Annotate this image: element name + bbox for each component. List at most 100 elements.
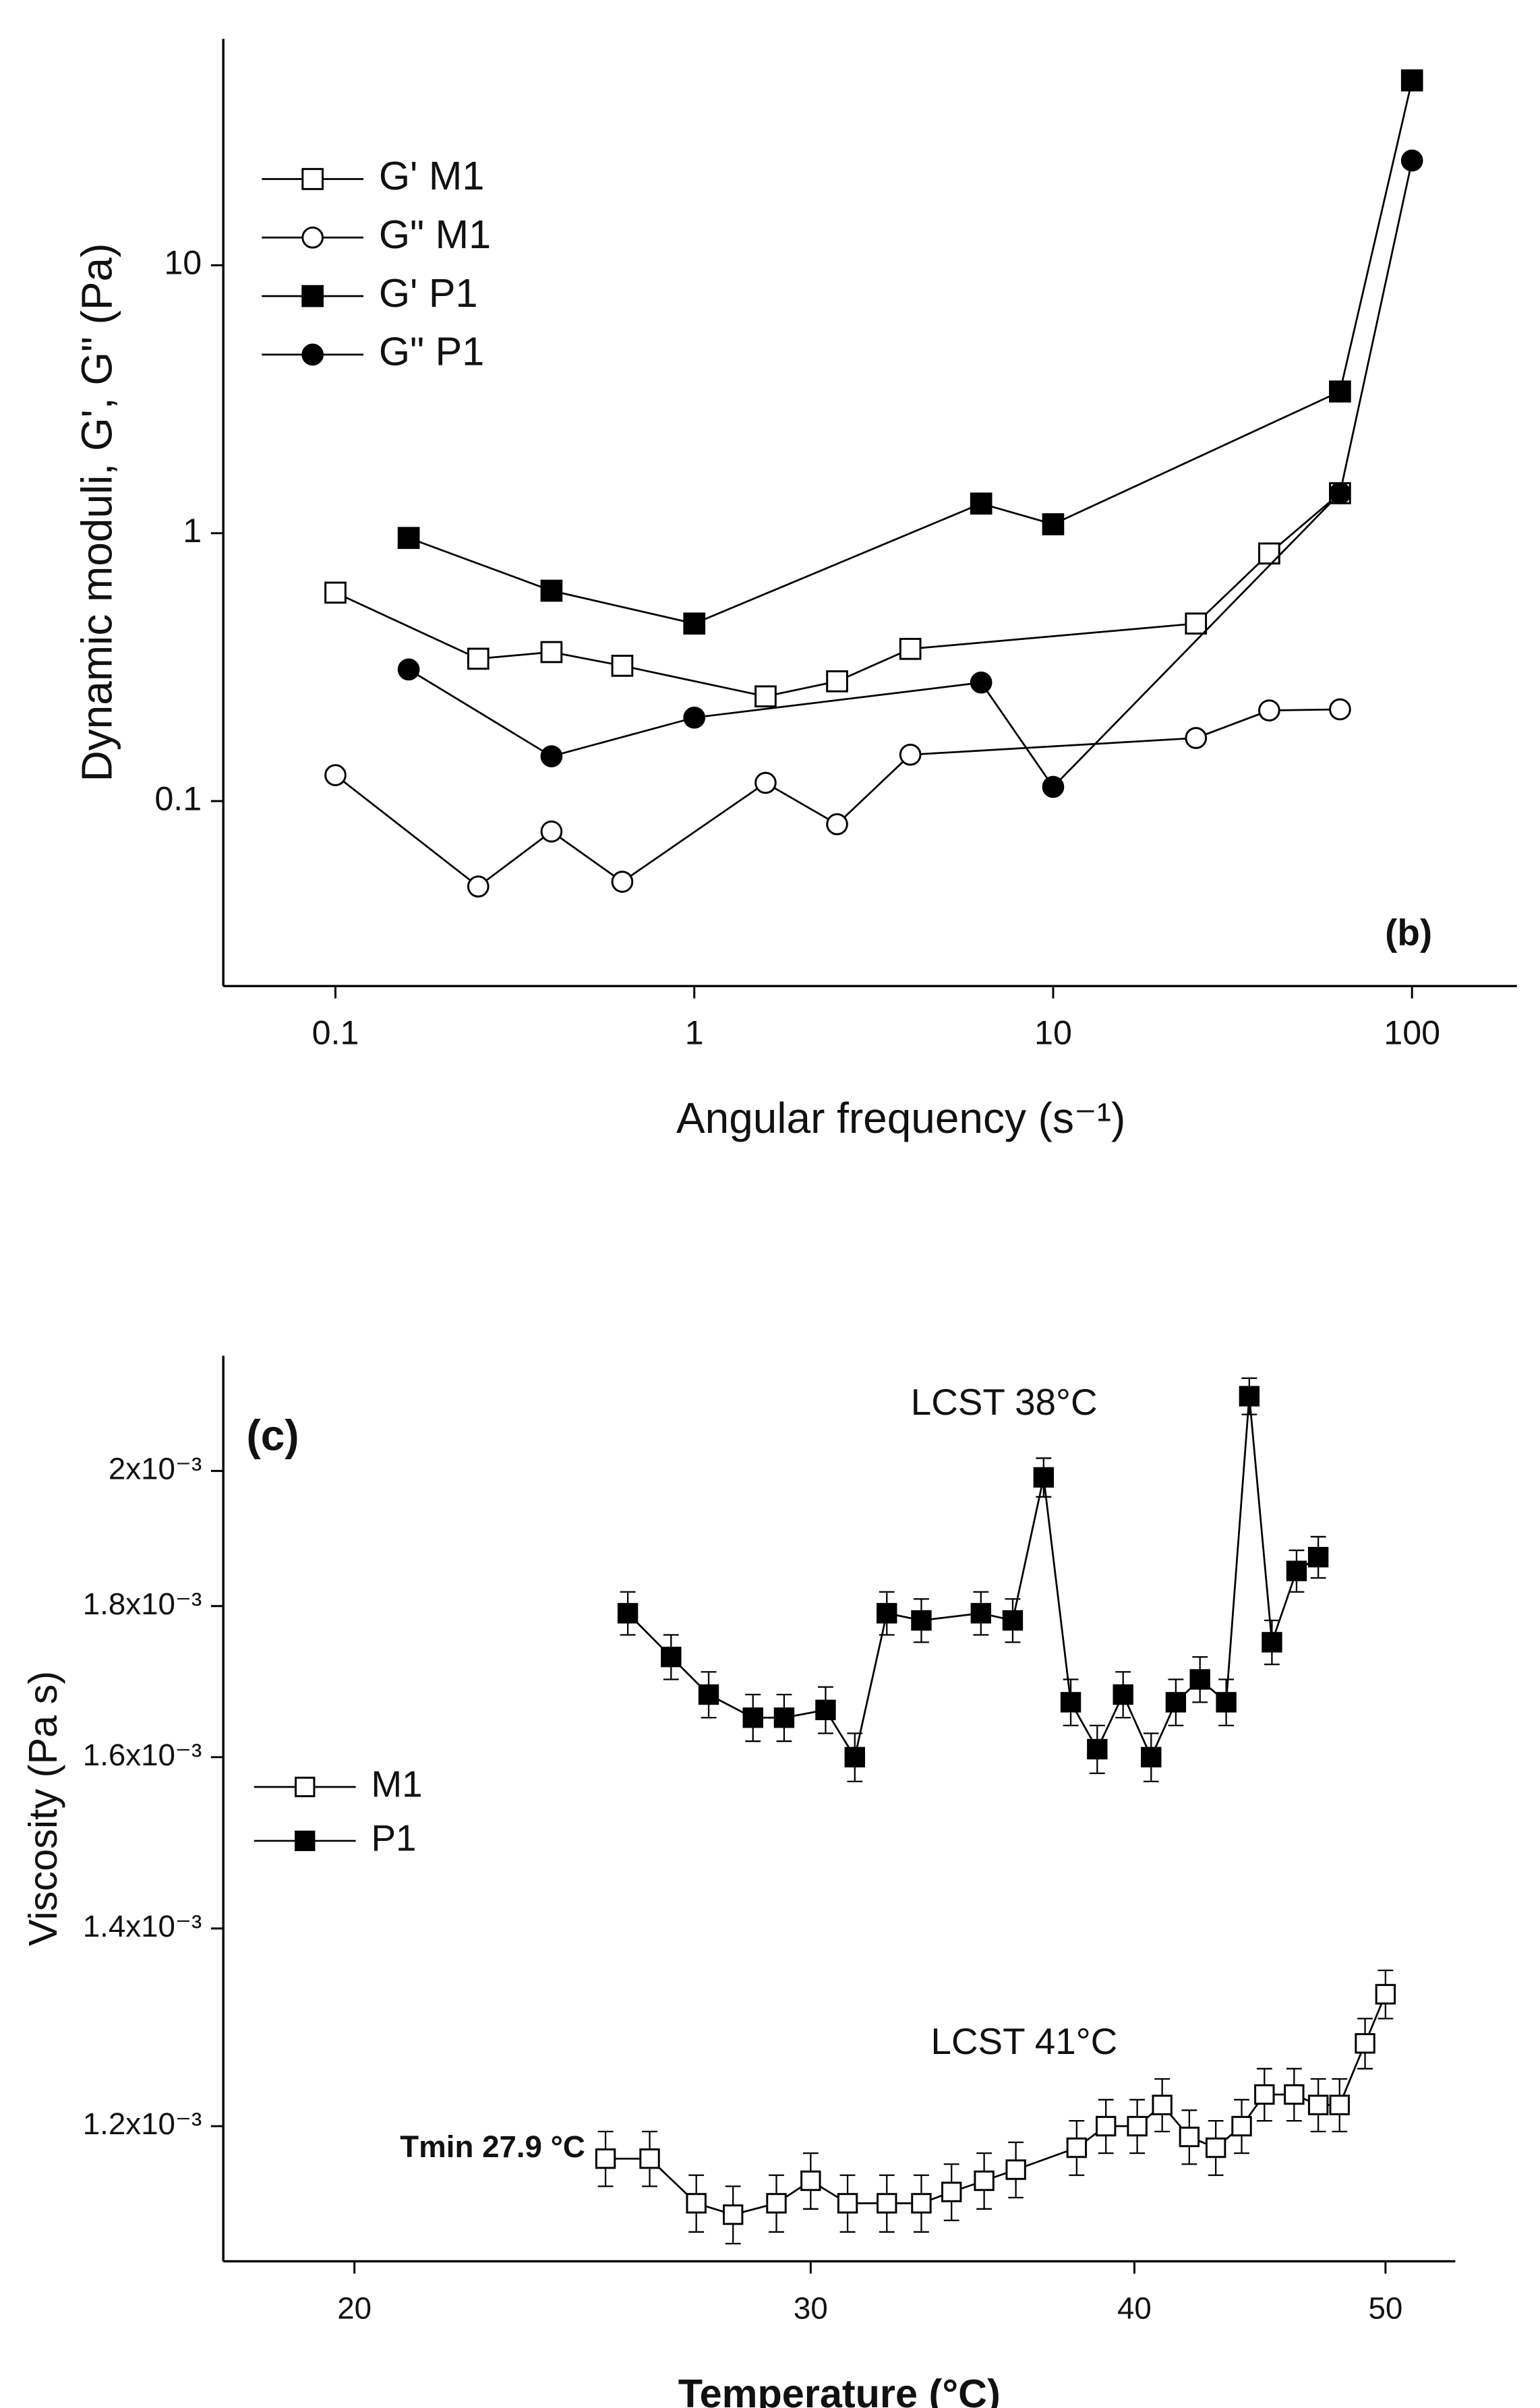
marker <box>1096 2115 1117 2137</box>
marker <box>1262 1632 1282 1653</box>
legend-label: G" P1 <box>379 329 484 374</box>
marker <box>301 285 324 307</box>
marker <box>1355 2033 1375 2054</box>
legend-label: G' P1 <box>379 270 478 316</box>
y-tick-label: 1.6x10⁻³ <box>83 1738 202 1772</box>
marker <box>970 1603 992 1624</box>
series-line <box>408 160 1413 789</box>
marker <box>1258 699 1280 722</box>
marker <box>1329 482 1351 504</box>
x-axis-label: Temperature (°C) <box>678 2371 1001 2408</box>
x-tick-label: 10 <box>1034 1014 1072 1052</box>
marker <box>1239 1386 1260 1407</box>
annotation: LCST 41°C <box>930 2020 1117 2062</box>
marker <box>617 1603 639 1624</box>
x-tick-label: 100 <box>1384 1014 1440 1052</box>
marker <box>754 771 777 794</box>
marker <box>683 612 706 635</box>
marker <box>1254 2084 1275 2105</box>
marker <box>1042 775 1065 798</box>
marker <box>540 745 563 767</box>
x-tick-label: 0.1 <box>312 1014 359 1052</box>
chart: 20 30 40 50 1.2x10⁻³ 1.4x10⁻³ 1.6x10⁻³ 1.8x10⁻³… <box>20 1355 1456 2408</box>
marker <box>1400 69 1423 92</box>
series-line <box>334 492 1341 698</box>
marker <box>754 685 777 708</box>
marker <box>911 2193 932 2214</box>
x-tick-label: 20 <box>337 2291 372 2326</box>
marker <box>1152 2094 1173 2115</box>
marker <box>1216 1692 1237 1713</box>
legend-label: G" M1 <box>379 212 491 257</box>
y-tick-label: 1.2x10⁻³ <box>83 2107 202 2141</box>
marker <box>467 647 490 670</box>
marker <box>911 1610 932 1631</box>
marker <box>639 2148 660 2169</box>
x-tick-label: 1 <box>685 1014 704 1052</box>
marker <box>970 671 993 694</box>
marker <box>877 2193 897 2214</box>
marker <box>742 1707 763 1728</box>
marker <box>837 2193 858 2214</box>
marker <box>815 1699 836 1720</box>
marker <box>1087 1738 1108 1760</box>
marker <box>1127 2115 1148 2137</box>
marker <box>1329 2094 1350 2115</box>
series-line <box>334 708 1340 888</box>
y-tick-label: 10 <box>164 244 202 282</box>
marker <box>826 813 848 835</box>
series-line <box>408 80 1413 625</box>
marker <box>611 871 634 893</box>
marker <box>766 2193 787 2214</box>
marker <box>540 579 563 602</box>
marker <box>1066 2137 1088 2159</box>
annotation: Tmin 27.9 °C <box>400 2130 585 2164</box>
marker <box>1307 2094 1329 2115</box>
marker <box>1179 2126 1200 2148</box>
marker <box>324 764 347 786</box>
y-axis-label: Viscosity (Pa s) <box>20 1671 65 1946</box>
y-axis-label: Dynamic moduli, G', G" (Pa) <box>72 243 121 782</box>
marker <box>941 2181 962 2202</box>
annotation: LCST 38°C <box>911 1381 1098 1423</box>
marker <box>1400 149 1423 172</box>
marker <box>301 168 324 190</box>
legend-label: P1 <box>371 1817 416 1858</box>
marker <box>1284 2084 1305 2105</box>
marker <box>826 670 848 693</box>
marker <box>1307 1547 1329 1568</box>
marker <box>397 527 420 550</box>
marker <box>800 2170 821 2192</box>
marker <box>899 637 922 660</box>
marker <box>1185 727 1208 749</box>
legend-label: G' M1 <box>379 153 485 198</box>
marker <box>1286 1560 1307 1581</box>
marker <box>1375 1984 1396 2005</box>
x-tick-label: 30 <box>794 2291 828 2326</box>
marker <box>877 1603 897 1624</box>
marker <box>1329 380 1351 403</box>
marker <box>899 743 922 766</box>
marker <box>1231 2115 1252 2137</box>
marker <box>686 2193 707 2214</box>
marker <box>970 492 993 515</box>
y-tick-label: 0.1 <box>154 780 202 817</box>
y-tick-label: 1.4x10⁻³ <box>83 1909 202 1943</box>
annotation: (b) <box>1385 911 1432 953</box>
marker <box>301 343 324 366</box>
marker <box>773 1707 795 1728</box>
marker <box>844 1746 865 1768</box>
chart: 0.1 1 10 100 0.1 1 10 Angular frequency (s⁻¹) Dy… <box>72 38 1517 1142</box>
x-axis-label: Angular frequency (s⁻¹) <box>676 1094 1125 1142</box>
x-tick-label: 40 <box>1117 2291 1152 2326</box>
marker <box>467 875 490 898</box>
marker <box>1205 2137 1226 2159</box>
marker <box>295 1776 316 1798</box>
marker <box>301 226 324 249</box>
marker <box>397 658 420 681</box>
marker <box>698 1684 719 1705</box>
marker <box>1165 1692 1187 1713</box>
series-line <box>627 1396 1319 1760</box>
marker <box>1258 542 1280 565</box>
